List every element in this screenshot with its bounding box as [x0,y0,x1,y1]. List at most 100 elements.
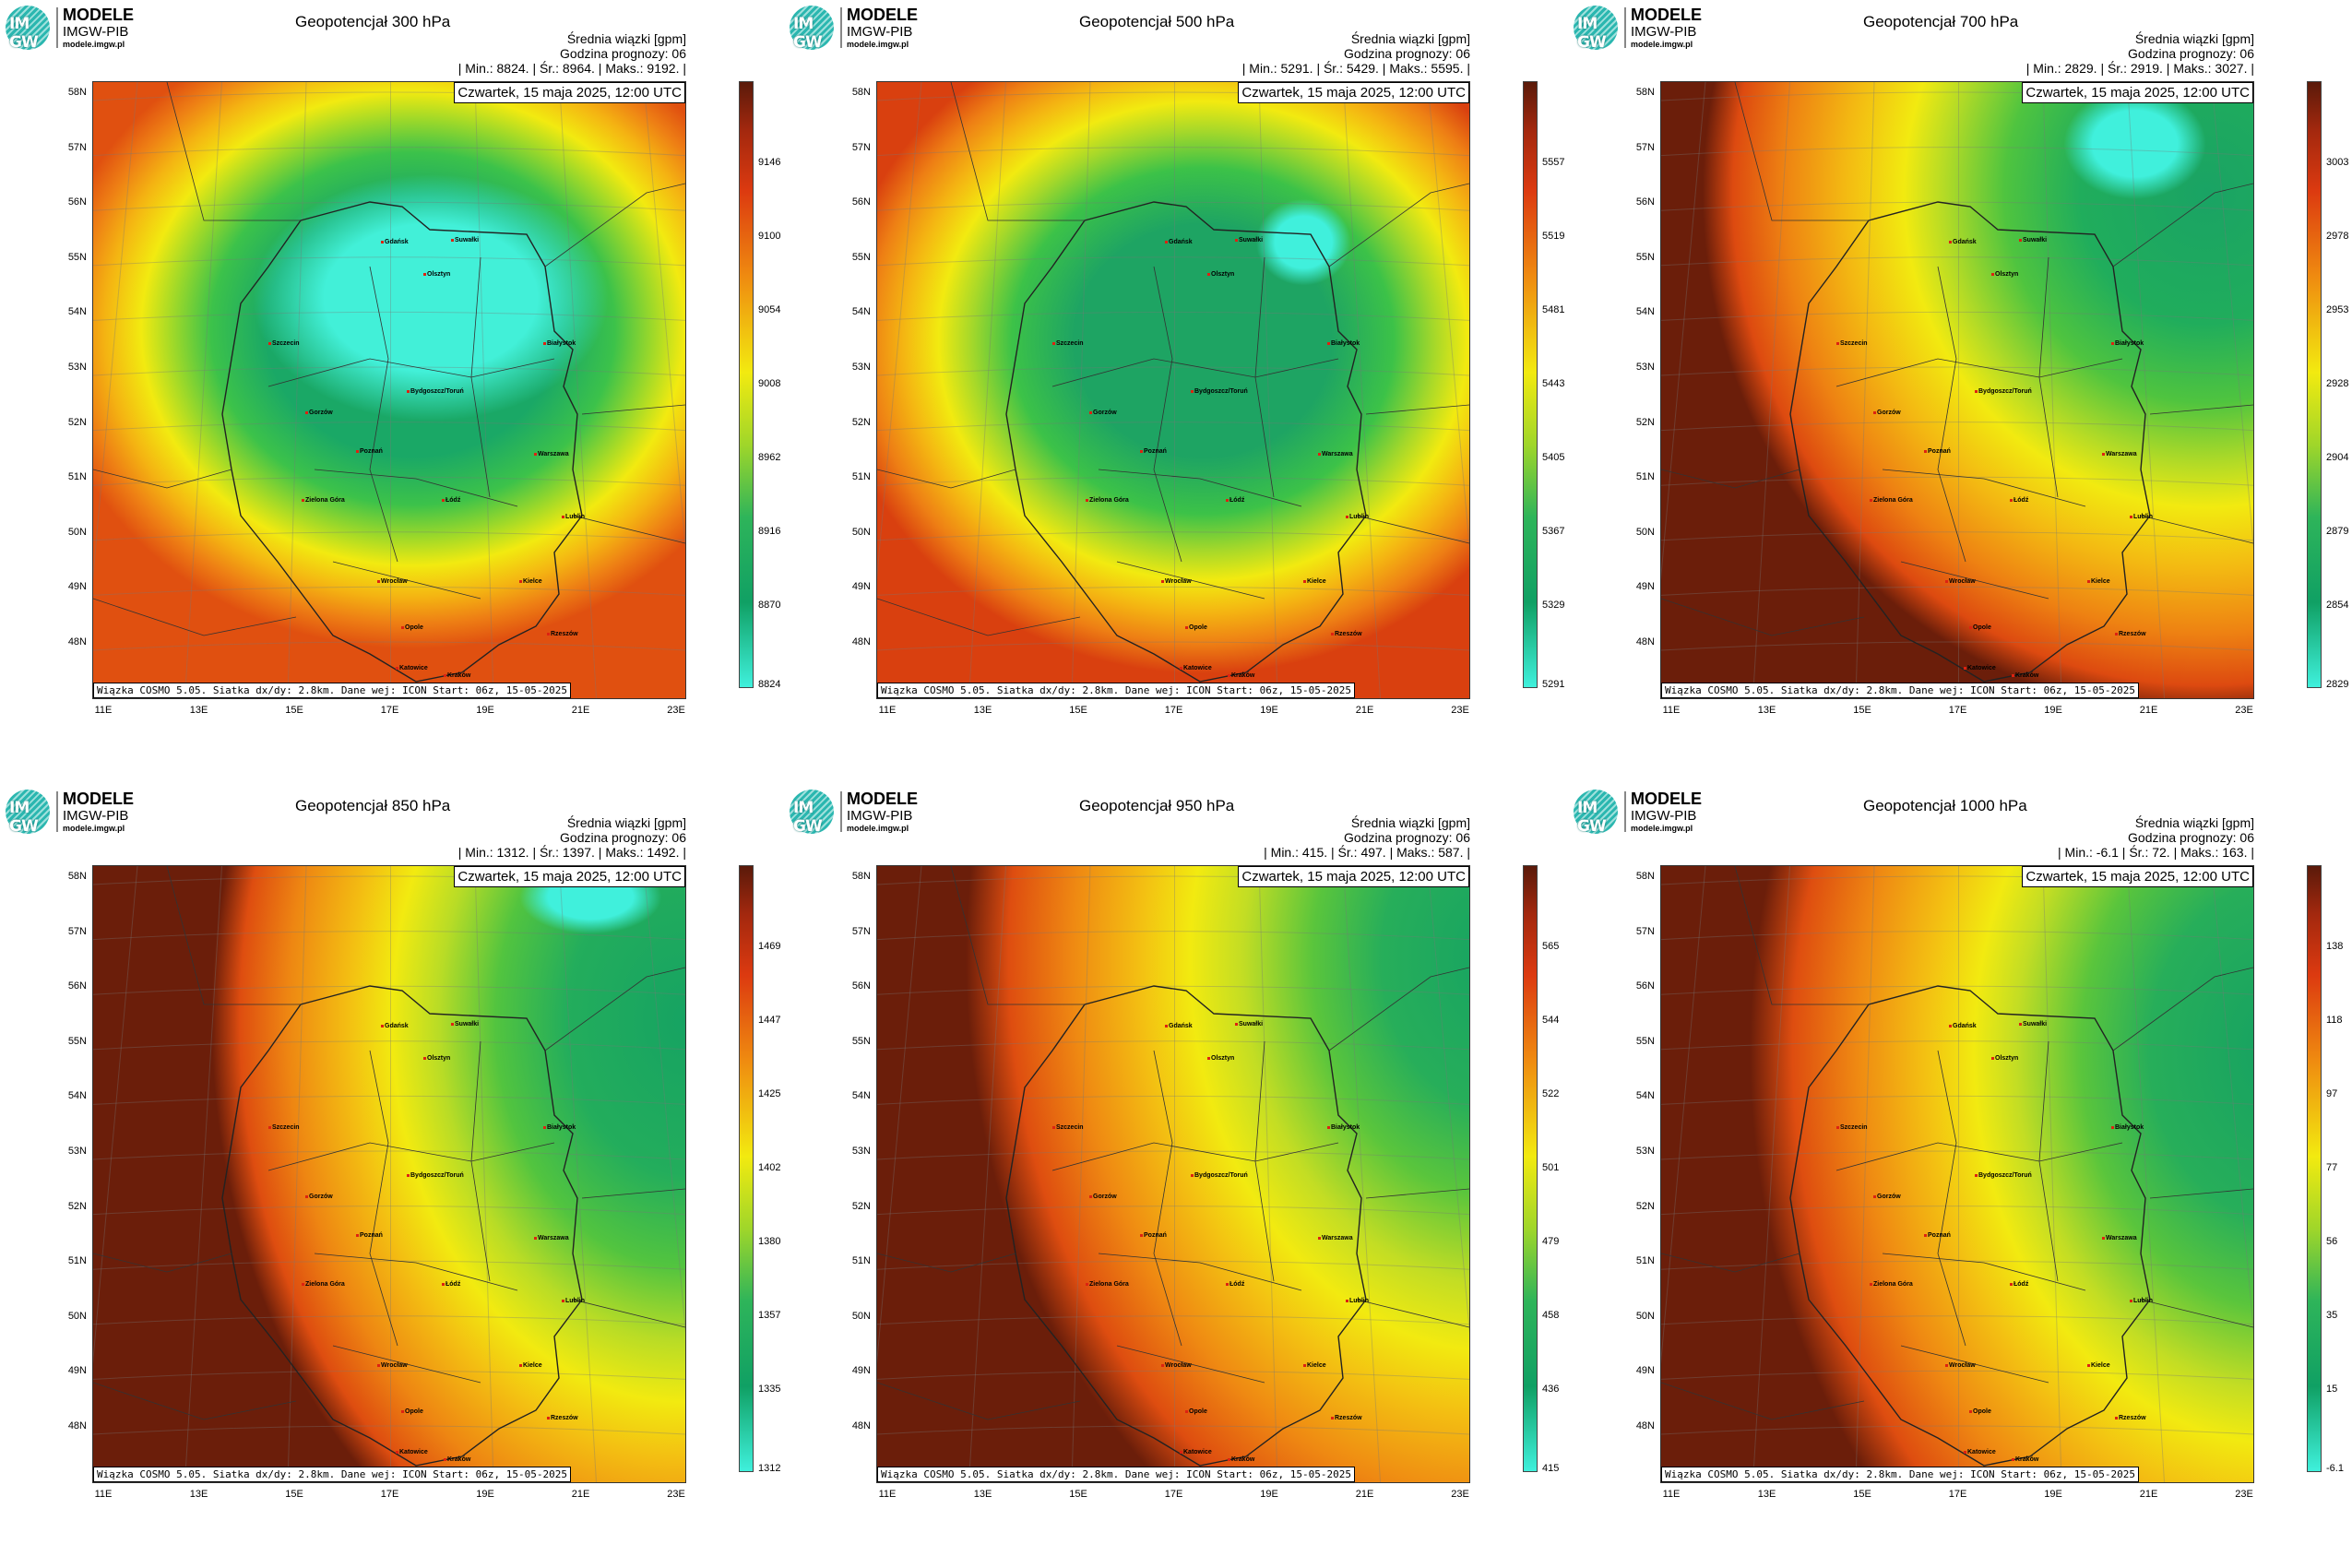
city-marker [1870,498,1872,502]
colorbar-tick-label: 5481 [1542,304,1565,315]
longitude-label: 15E [1853,705,1871,716]
longitude-label: 15E [1069,705,1087,716]
city-name: Poznań [1928,1232,1951,1239]
map-area[interactable]: Gdańsk Suwałki Olsztyn Szczecin Białystok Byd… [876,865,1470,1483]
latitude-label: 51N [1635,471,1655,483]
city-name: Gorzów [309,1194,333,1200]
city-name: Kraków [2015,1456,2039,1463]
logo-emblem-icon: IM GW [6,6,50,52]
map-area[interactable]: Gdańsk Suwałki Olsztyn Szczecin Białystok Byd… [1660,81,2254,699]
city-name: Opole [1189,624,1207,631]
city-label: Kielce [2087,578,2110,585]
city-label: Gdańsk [381,1023,409,1029]
city-name: Łódź [445,1281,461,1288]
city-name: Lublin [2133,514,2153,520]
city-label: Opole [401,624,423,631]
colorbar-tick-label: 35 [2326,1310,2338,1321]
city-label: Kielce [1303,1362,1326,1369]
latitude-label: 48N [67,636,87,647]
map-area[interactable]: Gdańsk Suwałki Olsztyn Szczecin Białystok Byd… [92,865,686,1483]
city-label: Rzeszów [547,1415,578,1421]
city-label: Katowice [396,665,428,671]
city-marker [396,666,398,670]
latitude-label: 57N [1635,141,1655,153]
latitude-gridline [93,422,685,432]
city-marker [1228,673,1230,677]
city-label: Bydgoszcz/Toruń [1191,1172,1248,1179]
longitude-label: 11E [94,1489,113,1500]
city-marker [562,1299,564,1302]
city-label: Katowice [1964,665,1996,671]
longitude-gridline [877,866,922,1364]
city-label: Warszawa [2102,451,2137,457]
colorbar [739,865,754,1472]
latitude-gridline [93,586,685,596]
neighbour-borders [877,866,1469,1420]
latitude-label: 48N [851,636,871,647]
map-overlay [1661,866,2253,1482]
city-name: Rzeszów [1335,631,1362,637]
city-label: Zielona Góra [1086,1281,1129,1288]
city-name: Szczecin [272,340,300,347]
logo-line3: modele.imgw.pl [1631,40,1693,49]
city-marker [444,673,446,677]
city-name: Bydgoszcz/Toruń [1194,1172,1248,1179]
neighbour-borders [93,82,685,636]
forecast-panel: IM GW MODELE IMGW-PIB modele.imgw.pl Geopote… [0,784,780,1559]
latitude-label: 48N [1635,636,1655,647]
city-name: Kraków [447,1456,471,1463]
city-name: Wrocław [1165,578,1192,585]
map-area[interactable]: Gdańsk Suwałki Olsztyn Szczecin Białystok Byd… [92,81,686,699]
colorbar-tick-label: 1469 [758,941,781,952]
city-name: Rzeszów [551,1415,578,1421]
city-marker [1185,1409,1188,1413]
city-marker [302,498,304,502]
logo-emblem-icon: IM GW [1574,6,1618,52]
forecast-panel: IM GW MODELE IMGW-PIB modele.imgw.pl Geopote… [1568,784,2344,1559]
latitude-gridline [93,311,685,321]
city-name: Lublin [2133,1298,2153,1304]
city-label: Rzeszów [2115,631,2146,637]
colorbar-tick-label: -6.1 [2326,1463,2344,1474]
city-label: Kraków [1228,672,1254,679]
colorbar-tick-label: 501 [1542,1162,1560,1173]
city-marker [305,1194,308,1198]
city-name: Warszawa [538,1235,569,1241]
city-label: Poznań [1140,1232,1167,1239]
latitude-label: 55N [851,1035,871,1047]
city-marker [1165,1024,1168,1028]
latitude-gridline [877,641,1469,651]
logo-divider [1624,791,1626,832]
stats-block: Średnia wiązki [gpm] Godzina prognozy: 06… [1242,31,1470,76]
city-marker [1975,389,1978,393]
city-label: Olsztyn [1991,271,2018,278]
min-mean-max: | Min.: 2829. | Śr.: 2919. | Maks.: 3027… [2025,61,2254,76]
city-name: Zielona Góra [1089,1281,1129,1288]
stats-block: Średnia wiązki [gpm] Godzina prognozy: 06… [458,815,686,860]
latitude-gridline [93,147,685,157]
city-label: Suwałki [451,237,479,244]
longitude-label: 17E [1164,1489,1183,1500]
longitude-label: 19E [476,1489,494,1500]
city-label: Opole [1969,624,1991,631]
city-label: Suwałki [451,1021,479,1028]
longitude-gridline [1258,82,1278,698]
city-marker [1991,1056,1994,1060]
logo-initials: IM GW [1577,15,1607,52]
city-marker [2130,515,2132,518]
longitude-gridline [2211,866,2253,1334]
city-marker [519,579,522,583]
city-marker [1346,515,1348,518]
city-name: Białystok [2115,1124,2144,1131]
latitude-label: 49N [1635,581,1655,593]
latitude-label: 51N [67,1255,87,1267]
logo-line1: MODELE [847,790,919,808]
city-label: Opole [401,1408,423,1415]
city-label: Poznań [356,448,383,455]
latitude-gridline [1661,476,2253,486]
map-area[interactable]: Gdańsk Suwałki Olsztyn Szczecin Białystok Byd… [876,81,1470,699]
city-marker [1207,1056,1210,1060]
map-area[interactable]: Gdańsk Suwałki Olsztyn Szczecin Białystok Byd… [1660,865,2254,1483]
map-overlay [93,866,685,1482]
logo-divider [840,791,842,832]
